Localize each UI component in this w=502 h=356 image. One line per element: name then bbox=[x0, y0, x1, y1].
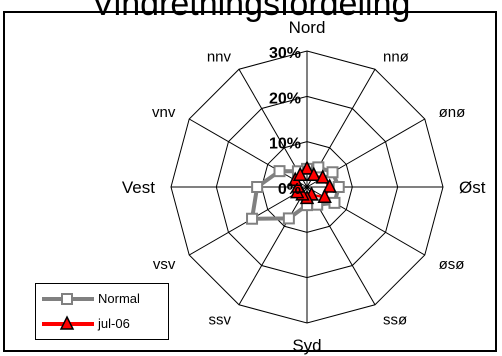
point-normal-vsv bbox=[246, 212, 259, 225]
direction-label-ssø: ssø bbox=[383, 312, 407, 329]
direction-label-øst: Øst bbox=[459, 178, 486, 197]
point-jul-06-nnv bbox=[292, 166, 308, 181]
direction-label-vnv: vnv bbox=[152, 104, 176, 121]
legend-item-normal: Normal bbox=[36, 289, 170, 311]
legend-label-jul06: jul-06 bbox=[98, 316, 130, 331]
direction-label-nord: Nord bbox=[289, 18, 326, 37]
chart-title: Vindretningsfordeling bbox=[91, 0, 411, 23]
point-normal-nnø bbox=[312, 161, 325, 174]
series-layer bbox=[246, 160, 345, 225]
point-normal-ssv bbox=[282, 212, 295, 225]
spoke-ssv bbox=[238, 186, 308, 306]
r-tick-label-2: 20% bbox=[269, 90, 301, 107]
legend-sample-jul06 bbox=[42, 315, 94, 330]
legend: Normal jul-06 bbox=[35, 283, 169, 340]
point-jul-06-øsø bbox=[317, 188, 332, 203]
direction-label-vsv: vsv bbox=[153, 256, 176, 273]
point-jul-06-nnø bbox=[306, 166, 322, 181]
point-jul-06-øst bbox=[322, 178, 337, 193]
point-normal-ønø bbox=[326, 166, 339, 179]
direction-label-syd: Syd bbox=[292, 336, 321, 355]
point-jul-06-ønø bbox=[315, 169, 330, 184]
point-normal-vest bbox=[251, 181, 264, 193]
spoke-vnv bbox=[188, 118, 308, 188]
r-tick-label-1: 10% bbox=[269, 136, 301, 153]
r-tick-label-3: 30% bbox=[269, 45, 301, 62]
label-layer: 0% 10% 20% 30% Nord nnø ønø Øst øsø ssø Syd ssv vsv V… bbox=[122, 18, 486, 355]
radar-grid bbox=[170, 50, 444, 324]
legend-label-normal: Normal bbox=[98, 291, 140, 306]
direction-label-nnø: nnø bbox=[383, 48, 409, 65]
direction-label-nnv: nnv bbox=[207, 48, 232, 65]
point-jul-06-vest bbox=[290, 178, 306, 193]
direction-label-ønø: ønø bbox=[439, 104, 466, 121]
direction-label-vest: Vest bbox=[122, 178, 155, 197]
legend-item-jul06: jul-06 bbox=[36, 314, 170, 336]
point-normal-vnv bbox=[273, 165, 286, 178]
direction-label-ssv: ssv bbox=[209, 312, 232, 329]
r-tick-label-0: 0% bbox=[278, 181, 301, 198]
legend-sample-normal bbox=[42, 293, 94, 305]
direction-label-øsø: øsø bbox=[439, 256, 465, 273]
point-jul-06-nord bbox=[299, 160, 315, 175]
